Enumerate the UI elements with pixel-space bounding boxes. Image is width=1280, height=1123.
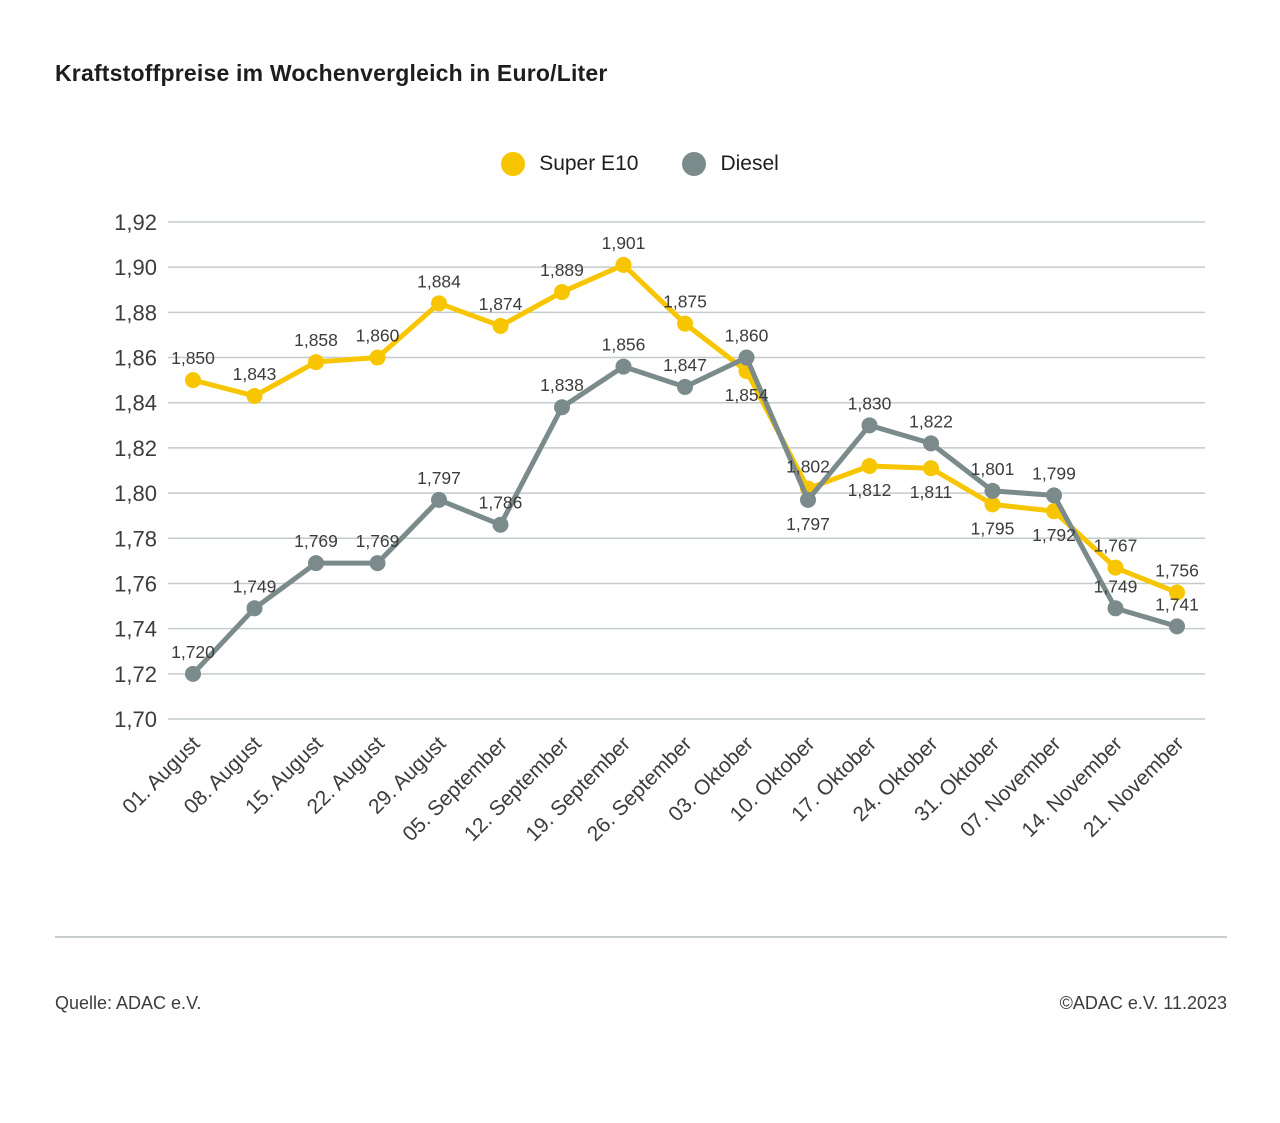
diesel-legend-marker-icon <box>682 152 707 176</box>
diesel-data-label: 1,749 <box>233 576 277 596</box>
diesel-data-label: 1,838 <box>540 375 584 395</box>
y-axis-label: 1,92 <box>114 210 157 235</box>
super-e10-data-label: 1,767 <box>1094 536 1138 556</box>
diesel-data-point <box>554 399 570 416</box>
y-axis-label: 1,76 <box>114 571 157 596</box>
x-axis-label: 19. September <box>521 732 635 846</box>
super-e10-data-label: 1,811 <box>910 482 953 502</box>
diesel-legend-label: Diesel <box>720 152 779 175</box>
super-e10-data-label: 1,795 <box>971 518 1015 538</box>
super-e10-data-point <box>923 460 939 477</box>
diesel-line <box>190 355 1180 677</box>
y-axis-label: 1,86 <box>114 346 157 371</box>
y-axis-label: 1,74 <box>114 617 157 642</box>
diesel-data-point <box>738 349 755 366</box>
super-e10-data-label: 1,875 <box>663 292 707 312</box>
super-e10-data-label: 1,756 <box>1155 560 1199 580</box>
diesel-data-label: 1,860 <box>725 326 769 346</box>
super-e10-data-point <box>185 372 201 389</box>
footer-divider <box>55 936 1227 938</box>
diesel-data-label: 1,749 <box>1094 576 1138 596</box>
super-e10-legend-marker-icon <box>501 152 526 176</box>
diesel-data-point <box>1169 618 1185 635</box>
diesel-data-point <box>984 482 1001 499</box>
super-e10-data-point <box>1107 559 1124 576</box>
y-axis-label: 1,84 <box>114 391 157 416</box>
super-e10-data-point <box>677 315 693 332</box>
super-e10-data-point <box>1169 584 1185 601</box>
diesel-data-label: 1,822 <box>909 411 953 431</box>
super-e10-data-label: 1,889 <box>540 260 584 280</box>
super-e10-data-point <box>554 284 570 301</box>
diesel-data-point <box>492 516 509 533</box>
diesel-data-point <box>369 555 386 572</box>
diesel-data-label: 1,769 <box>356 531 400 551</box>
y-axis-label: 1,78 <box>114 526 157 551</box>
x-axis-label: 26. September <box>583 732 697 846</box>
super-e10-data-label: 1,843 <box>233 364 277 384</box>
source-text: Quelle: ADAC e.V. <box>55 993 202 1013</box>
line-chart: 1,92 1,90 1,88 1,86 1,84 1,82 1,80 1,78 1,76 1,74… <box>114 210 1205 846</box>
y-axis-label: 1,80 <box>114 481 157 506</box>
super-e10-data-point <box>308 354 324 371</box>
super-e10-data-point <box>369 349 386 366</box>
super-e10-data-point <box>861 457 878 474</box>
y-axis-label: 1,70 <box>114 707 157 732</box>
super-e10-data-label: 1,850 <box>171 348 215 368</box>
super-e10-data-label: 1,901 <box>602 233 646 253</box>
x-axis-label: 05. September <box>398 732 512 846</box>
copyright-text: ©ADAC e.V. 11.2023 <box>1059 993 1227 1013</box>
super-e10-data-point <box>492 317 509 334</box>
y-axis-label: 1,82 <box>114 436 157 461</box>
diesel-data-label: 1,720 <box>171 642 215 662</box>
super-e10-data-point <box>984 496 1001 513</box>
y-axis-label: 1,90 <box>114 255 157 280</box>
super-e10-data-label: 1,874 <box>479 294 523 314</box>
super-e10-line <box>190 262 1180 595</box>
diesel-data-label: 1,856 <box>602 335 646 355</box>
super-e10-data-label: 1,860 <box>356 326 400 346</box>
super-e10-legend-label: Super E10 <box>539 152 639 175</box>
super-e10-data-label: 1,792 <box>1032 525 1076 545</box>
legend-item-super-e10: Super E10 <box>501 152 638 176</box>
diesel-data-point <box>923 435 939 452</box>
diesel-data-label: 1,769 <box>294 531 338 551</box>
diesel-data-point <box>431 491 447 508</box>
super-e10-data-label: 1,884 <box>417 271 461 291</box>
diesel-data-label: 1,786 <box>479 493 523 513</box>
diesel-data-label: 1,799 <box>1032 463 1076 483</box>
diesel-data-point <box>677 378 693 395</box>
diesel-data-point <box>308 555 324 572</box>
legend-item-diesel: Diesel <box>682 152 779 176</box>
super-e10-data-label: 1,854 <box>725 385 769 405</box>
diesel-data-label: 1,830 <box>848 393 892 413</box>
diesel-data-point <box>800 491 816 508</box>
footer: Quelle: ADAC e.V. ©ADAC e.V. 11.2023 <box>55 993 1227 1014</box>
super-e10-data-label: 1,858 <box>294 330 338 350</box>
diesel-data-label: 1,741 <box>1155 594 1199 614</box>
y-axis-label: 1,88 <box>114 300 157 325</box>
diesel-data-point <box>1107 600 1124 617</box>
diesel-data-point <box>246 600 263 617</box>
diesel-data-point <box>861 417 878 434</box>
diesel-data-label: 1,797 <box>417 468 461 488</box>
super-e10-data-point <box>246 387 263 404</box>
diesel-data-label: 1,801 <box>971 459 1015 479</box>
chart-title: Kraftstoffpreise im Wochenvergleich in E… <box>55 60 608 86</box>
diesel-data-label: 1,847 <box>663 355 707 375</box>
diesel-data-point <box>615 358 632 375</box>
super-e10-data-point <box>615 256 632 273</box>
y-axis-label: 1,72 <box>114 662 157 687</box>
diesel-data-point <box>1046 487 1062 504</box>
x-axis-label: 12. September <box>460 732 574 846</box>
legend: Super E10 Diesel <box>0 152 1280 176</box>
super-e10-data-label: 1,802 <box>786 457 830 477</box>
diesel-data-point <box>185 665 201 682</box>
diesel-data-label: 1,797 <box>786 514 830 534</box>
super-e10-data-label: 1,812 <box>848 480 892 500</box>
super-e10-data-point <box>431 295 447 312</box>
